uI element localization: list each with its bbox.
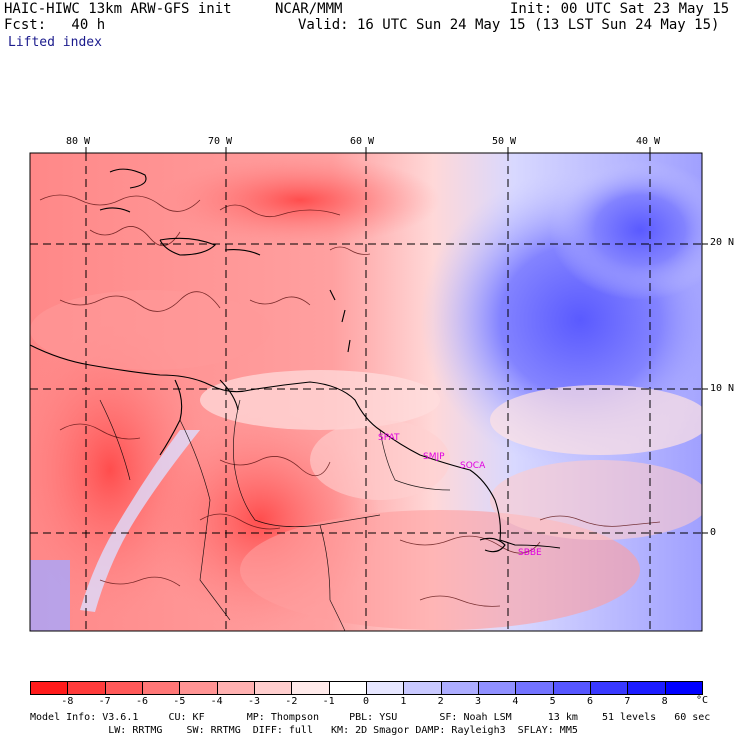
colorbar-label: -6	[135, 696, 149, 707]
lon-label-40w: 40 W	[636, 136, 661, 147]
andes-stable-band	[80, 430, 200, 612]
field-name: Lifted index	[8, 35, 102, 50]
colorbar-swatch	[403, 681, 442, 695]
colorbar-label: -7	[98, 696, 111, 707]
colorbar-swatch	[179, 681, 218, 695]
colorbar-swatch	[67, 681, 106, 695]
coastline	[30, 168, 561, 553]
colorbar-label: 4	[512, 696, 519, 707]
colorbar-swatch	[664, 681, 703, 695]
station-spat: SPAT	[378, 433, 400, 443]
lat-label-0: 0	[710, 527, 717, 538]
model-info-line2: LW: RRTMG SW: RRTMG DIFF: full KM: 2D Sm…	[30, 725, 578, 736]
forecast-hour: Fcst: 40 h	[4, 17, 106, 33]
lon-label-50w: 50 W	[492, 136, 517, 147]
colorbar-label: -2	[285, 696, 298, 707]
colorbar-label: -4	[210, 696, 223, 707]
colorbar-label: 5	[549, 696, 556, 707]
colorbar-unit: °C	[696, 695, 709, 706]
init-time: Init: 00 UTC Sat 23 May 15	[510, 1, 730, 17]
colorbar-swatch	[104, 681, 143, 695]
colorbar-swatch	[216, 681, 255, 695]
valid-time: Valid: 16 UTC Sun 24 May 15 (13 LST Sun …	[298, 17, 720, 33]
colorbar-label: 6	[586, 696, 594, 707]
model-info-line1: Model Info: V3.6.1 CU: KF MP: Thompson P…	[30, 712, 711, 723]
lon-label-60w: 60 W	[350, 136, 375, 147]
colorbar-label: 3	[474, 696, 482, 707]
colorbar-swatch	[627, 681, 666, 695]
colorbar-swatch	[30, 681, 69, 695]
graticule	[30, 153, 702, 631]
station-soca: SOCA	[460, 461, 486, 471]
lon-label-80w: 80 W	[66, 136, 91, 147]
colorbar-swatch	[366, 681, 405, 695]
colorbar-label: 0	[362, 696, 370, 707]
colorbar-label: 2	[437, 696, 444, 707]
colorbar-swatch	[515, 681, 554, 695]
colorbar-swatch	[552, 681, 591, 695]
colorbar-label: -8	[61, 696, 74, 707]
org-label: NCAR/MMM	[275, 1, 343, 17]
colorbar-label: 8	[661, 696, 668, 707]
colorbar-swatch	[478, 681, 517, 695]
colorbar-swatch	[142, 681, 181, 695]
colorbar-label: -1	[322, 696, 335, 707]
colorbar-label: -3	[247, 696, 261, 707]
colorbar-swatch	[291, 681, 330, 695]
lon-label-70w: 70 W	[208, 136, 233, 147]
colorbar-swatch	[254, 681, 293, 695]
colorbar-swatch	[440, 681, 479, 695]
colorbar-label: 7	[624, 696, 631, 707]
lat-label-20n: 20 N	[710, 237, 735, 248]
colorbar-swatch	[590, 681, 629, 695]
lat-label-10n: 10 N	[710, 383, 735, 394]
colorbar-label: -5	[173, 696, 186, 707]
model-title: HAIC-HIWC 13km ARW-GFS init	[4, 1, 232, 17]
borders	[99, 399, 451, 631]
station-sbbe: SBBE	[518, 548, 542, 558]
station-smjp: SMJP	[423, 452, 445, 462]
colorbar-label: 1	[400, 696, 407, 707]
colorbar-swatch	[328, 681, 367, 695]
